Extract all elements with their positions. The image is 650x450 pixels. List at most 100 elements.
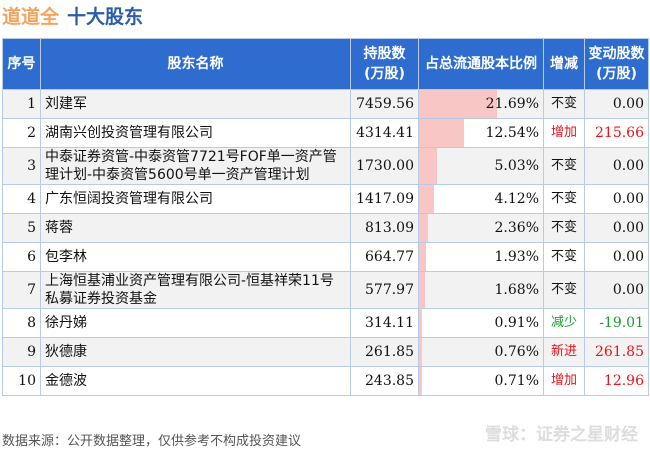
change-amount: 0.00 [584,147,649,185]
shareholder-name: 蒋蓉 [40,213,351,243]
shares: 577.97 [350,271,419,309]
ratio-cell: 1.68% [418,271,544,309]
ratio-bar [419,185,434,213]
ratio-cell: 0.76% [418,337,544,367]
change-status: 减少 [543,308,585,338]
change-status: 不变 [543,271,585,309]
ratio-bar [419,119,465,147]
table-row: 4 广东恒阔投资管理有限公司 1417.09 4.12% 不变 0.00 [2,184,649,214]
col-change: 增减 [543,38,585,90]
shares: 4314.41 [350,118,419,148]
col-ratio: 占总流通股本比例 [418,38,544,90]
ratio-value: 12.54% [485,125,539,141]
col-shares: 持股数 (万股) [350,38,419,90]
change-status: 不变 [543,89,585,119]
table-row: 10 金德波 243.85 0.71% 增加 12.96 [2,366,649,396]
data-source-note: 数据来源：公开数据整理，仅供参考不构成投资建议 [2,434,302,449]
shares: 664.77 [350,242,419,272]
row-no: 2 [2,118,41,148]
table-row: 6 包李林 664.77 1.93% 不变 0.00 [2,242,649,272]
row-no: 1 [2,89,41,119]
change-amount: 0.00 [584,213,649,243]
company-name: 道道全 [2,6,60,28]
table-row: 9 狄德康 261.85 0.76% 新进 261.85 [2,337,649,367]
ratio-bar [419,243,426,271]
ratio-value: 21.69% [485,96,539,112]
ratio-value: 1.68% [494,282,539,298]
change-status: 增加 [543,366,585,396]
row-no: 8 [2,308,41,338]
ratio-cell: 12.54% [418,118,544,148]
row-no: 7 [2,271,41,309]
ratio-value: 0.76% [494,344,539,360]
change-amount: 12.96 [584,366,649,396]
ratio-bar [419,338,422,366]
change-status: 不变 [543,147,585,185]
row-no: 3 [2,147,41,185]
shares: 1730.00 [350,147,419,185]
col-no: 序号 [2,38,41,90]
shareholders-table: 序号 股东名称 持股数 (万股) 占总流通股本比例 增减 变动股数 (万股) 1… [2,38,649,396]
change-status: 不变 [543,242,585,272]
page-title: 道道全 十大股东 [2,2,143,29]
table-row: 7 上海恒基浦业资产管理有限公司-恒基祥荣11号私募证券投资基金 577.97 … [2,271,649,309]
table-row: 5 蒋蓉 813.09 2.36% 不变 0.00 [2,213,649,243]
shareholder-name: 上海恒基浦业资产管理有限公司-恒基祥荣11号私募证券投资基金 [40,271,351,309]
ratio-bar [419,90,498,118]
ratio-bar [419,367,422,395]
shares: 1417.09 [350,184,419,214]
row-no: 9 [2,337,41,367]
change-status: 新进 [543,337,585,367]
section-title: 十大股东 [67,6,144,28]
shareholder-name: 徐丹娣 [40,308,351,338]
shareholder-name: 包李林 [40,242,351,272]
table-header: 序号 股东名称 持股数 (万股) 占总流通股本比例 增减 变动股数 (万股) [2,38,649,90]
ratio-bar [419,309,423,337]
shares: 261.85 [350,337,419,367]
change-amount: 0.00 [584,89,649,119]
ratio-cell: 1.93% [418,242,544,272]
shares: 243.85 [350,366,419,396]
ratio-cell: 0.71% [418,366,544,396]
ratio-value: 5.03% [494,158,539,174]
ratio-value: 0.71% [494,373,539,389]
shareholder-name: 金德波 [40,366,351,396]
ratio-value: 4.12% [494,191,539,207]
watermark-logo: 雪球：证券之星财经 [485,425,638,445]
shareholder-name: 湖南兴创投资管理有限公司 [40,118,351,148]
ratio-cell: 4.12% [418,184,544,214]
ratio-cell: 2.36% [418,213,544,243]
change-amount: 0.00 [584,242,649,272]
table-row: 1 刘建军 7459.56 21.69% 不变 0.00 [2,89,649,119]
change-amount: 0.00 [584,184,649,214]
ratio-cell: 21.69% [418,89,544,119]
row-no: 10 [2,366,41,396]
table-row: 8 徐丹娣 314.11 0.91% 减少 -19.01 [2,308,649,338]
change-status: 不变 [543,184,585,214]
table-row: 2 湖南兴创投资管理有限公司 4314.41 12.54% 增加 215.66 [2,118,649,148]
row-no: 6 [2,242,41,272]
ratio-value: 2.36% [494,220,539,236]
shareholder-name: 中泰证券资管-中泰资管7721号FOF单一资产管理计划-中泰资管5600号单一资… [40,147,351,185]
row-no: 4 [2,184,41,214]
shares: 813.09 [350,213,419,243]
row-no: 5 [2,213,41,243]
ratio-bar [419,214,428,242]
col-name: 股东名称 [40,38,351,90]
table-row: 3 中泰证券资管-中泰资管7721号FOF单一资产管理计划-中泰资管5600号单… [2,147,649,185]
change-amount: 0.00 [584,271,649,309]
ratio-value: 0.91% [494,315,539,331]
shares: 314.11 [350,308,419,338]
shares: 7459.56 [350,89,419,119]
ratio-cell: 0.91% [418,308,544,338]
change-amount: 261.85 [584,337,649,367]
ratio-cell: 5.03% [418,147,544,185]
ratio-value: 1.93% [494,249,539,265]
ratio-bar [419,148,438,184]
shareholder-name: 刘建军 [40,89,351,119]
change-amount: 215.66 [584,118,649,148]
shareholder-name: 狄德康 [40,337,351,367]
shareholder-name: 广东恒阔投资管理有限公司 [40,184,351,214]
ratio-bar [419,272,425,308]
col-delta: 变动股数 (万股) [584,38,649,90]
